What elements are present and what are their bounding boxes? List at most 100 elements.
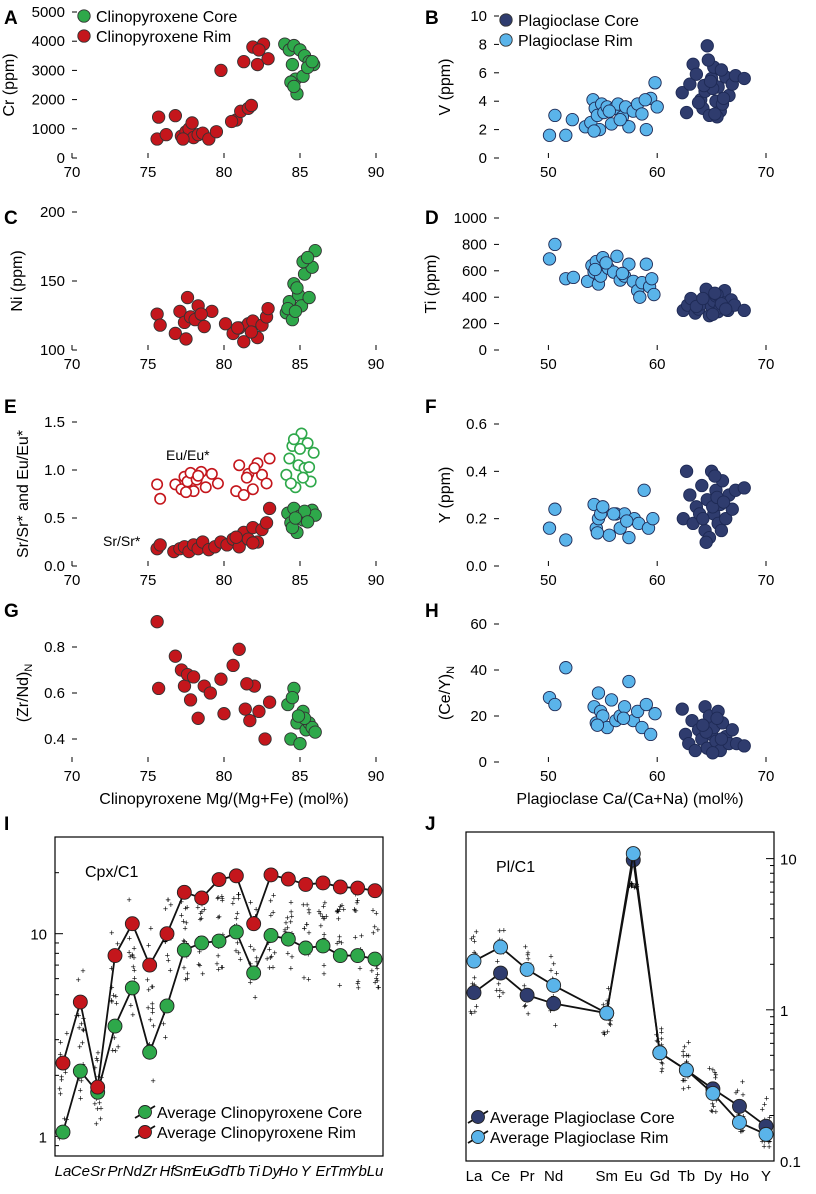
- series-sr-sr-rim: [150, 501, 277, 559]
- scatter-plus: +: [269, 952, 274, 962]
- scatter-plus: +: [236, 889, 241, 899]
- data-point: [185, 116, 199, 130]
- y-tick-label: 400: [462, 289, 487, 306]
- scatter-plus: +: [166, 956, 171, 966]
- scatter-plus: +: [525, 948, 530, 958]
- scatter-plus: +: [654, 1036, 659, 1046]
- scatter-plus: +: [145, 975, 150, 985]
- scatter-plus: +: [272, 948, 277, 958]
- x-tick-label: 50: [540, 768, 557, 785]
- panel-d: D 50 60 70 0 200 400 600 800 1000 Ti (ppm): [423, 208, 774, 373]
- series-clinopyroxene-rim: [150, 37, 275, 146]
- x-tick-label: 75: [140, 768, 157, 785]
- plot-title: Cpx/C1: [85, 864, 138, 881]
- scatter-plus: +: [183, 924, 188, 934]
- scatter-plus: +: [288, 907, 293, 917]
- y-tick-label: 1: [780, 1003, 788, 1020]
- category-label: Tm: [329, 1163, 351, 1180]
- data-point: [625, 846, 641, 862]
- data-point: [263, 928, 279, 943]
- x-tick-label: 50: [540, 164, 557, 181]
- scatter-plus: +: [682, 1042, 687, 1052]
- scatter-plus: +: [324, 912, 329, 922]
- scatter-plus: +: [710, 1065, 715, 1075]
- scatter-plus: +: [181, 963, 186, 973]
- scatter-plus: +: [469, 1009, 474, 1019]
- data-point: [675, 702, 689, 716]
- data-point: [604, 693, 619, 707]
- data-point: [194, 307, 208, 321]
- scatter-plus: +: [215, 951, 220, 961]
- scatter-plus: +: [231, 893, 236, 903]
- scatter-plus: +: [184, 903, 189, 913]
- legend-label: Average Plagioclase Core: [490, 1110, 675, 1127]
- data-point: [263, 867, 279, 883]
- series-average-plagioclase-rim: [466, 846, 774, 1142]
- data-point: [639, 257, 653, 271]
- scatter-plus: +: [304, 920, 309, 930]
- data-point: [696, 718, 710, 732]
- data-point: [610, 249, 624, 263]
- data-point: [737, 739, 751, 753]
- scatter-plus: +: [376, 983, 381, 993]
- data-point: [192, 469, 205, 482]
- data-point: [260, 477, 273, 490]
- scatter-plus: +: [95, 1056, 100, 1066]
- scatter-plus: +: [76, 975, 81, 985]
- scatter-plus: +: [248, 941, 253, 951]
- data-point: [211, 477, 224, 490]
- scatter-plus: +: [686, 1051, 691, 1061]
- data-point: [719, 302, 733, 316]
- scatter-plus: +: [473, 949, 478, 959]
- scatter-plus: +: [198, 909, 203, 919]
- scatter-plus: +: [109, 982, 114, 992]
- scatter-plus: +: [352, 905, 357, 915]
- data-point: [233, 459, 246, 472]
- data-point: [293, 736, 307, 751]
- category-label: Gd: [650, 1168, 670, 1185]
- y-axis-label: Sr/Sr* and Eu/Eu*: [15, 430, 32, 558]
- scatter-plus: +: [183, 903, 188, 913]
- scatter-plus: +: [474, 927, 479, 937]
- scatter-plus: +: [660, 1059, 665, 1069]
- scatter-plus: +: [633, 881, 638, 891]
- scatter-plus: +: [131, 944, 136, 954]
- data-point: [246, 916, 262, 932]
- series-plagioclase-core: [676, 464, 751, 549]
- scatter-plus: +: [306, 974, 311, 984]
- scatter-plus: +: [271, 891, 276, 901]
- panel-f: F 50 60 70 0.0 0.2 0.4 0.6 Y (ppm): [425, 397, 774, 589]
- scatter-plus: +: [767, 1112, 772, 1122]
- scatter-plus: +: [686, 1083, 691, 1093]
- scatter-plus: +: [680, 1047, 685, 1057]
- data-point: [307, 446, 320, 459]
- y-tick-label: 1.0: [44, 462, 65, 479]
- scatter-plus: +: [168, 900, 173, 910]
- scatter-plus: +: [523, 1001, 528, 1011]
- series-clinopyroxene-core: [281, 681, 322, 751]
- scatter-plus: +: [526, 954, 531, 964]
- data-point: [644, 727, 658, 742]
- data-point: [700, 39, 714, 53]
- data-point: [683, 77, 697, 91]
- data-point: [699, 535, 713, 549]
- data-point: [652, 1045, 668, 1061]
- data-point: [650, 100, 664, 114]
- data-point: [211, 933, 227, 949]
- data-point: [297, 471, 310, 484]
- y-tick-label: 0: [479, 342, 487, 359]
- scatter-plus: +: [214, 959, 219, 969]
- scatter-plus: +: [526, 1009, 531, 1019]
- scatter-plus: +: [681, 1084, 686, 1094]
- data-point: [708, 107, 722, 121]
- data-point: [466, 953, 482, 969]
- category-label: Zr: [142, 1163, 158, 1180]
- scatter-plus: +: [353, 933, 358, 943]
- category-label: Ce: [71, 1163, 90, 1180]
- x-tick-label: 80: [216, 164, 233, 181]
- scatter-plus: +: [659, 1034, 664, 1044]
- scatter-plus: +: [145, 1003, 150, 1013]
- data-point: [231, 321, 245, 335]
- scatter-plus: +: [109, 928, 114, 938]
- data-point: [168, 326, 183, 341]
